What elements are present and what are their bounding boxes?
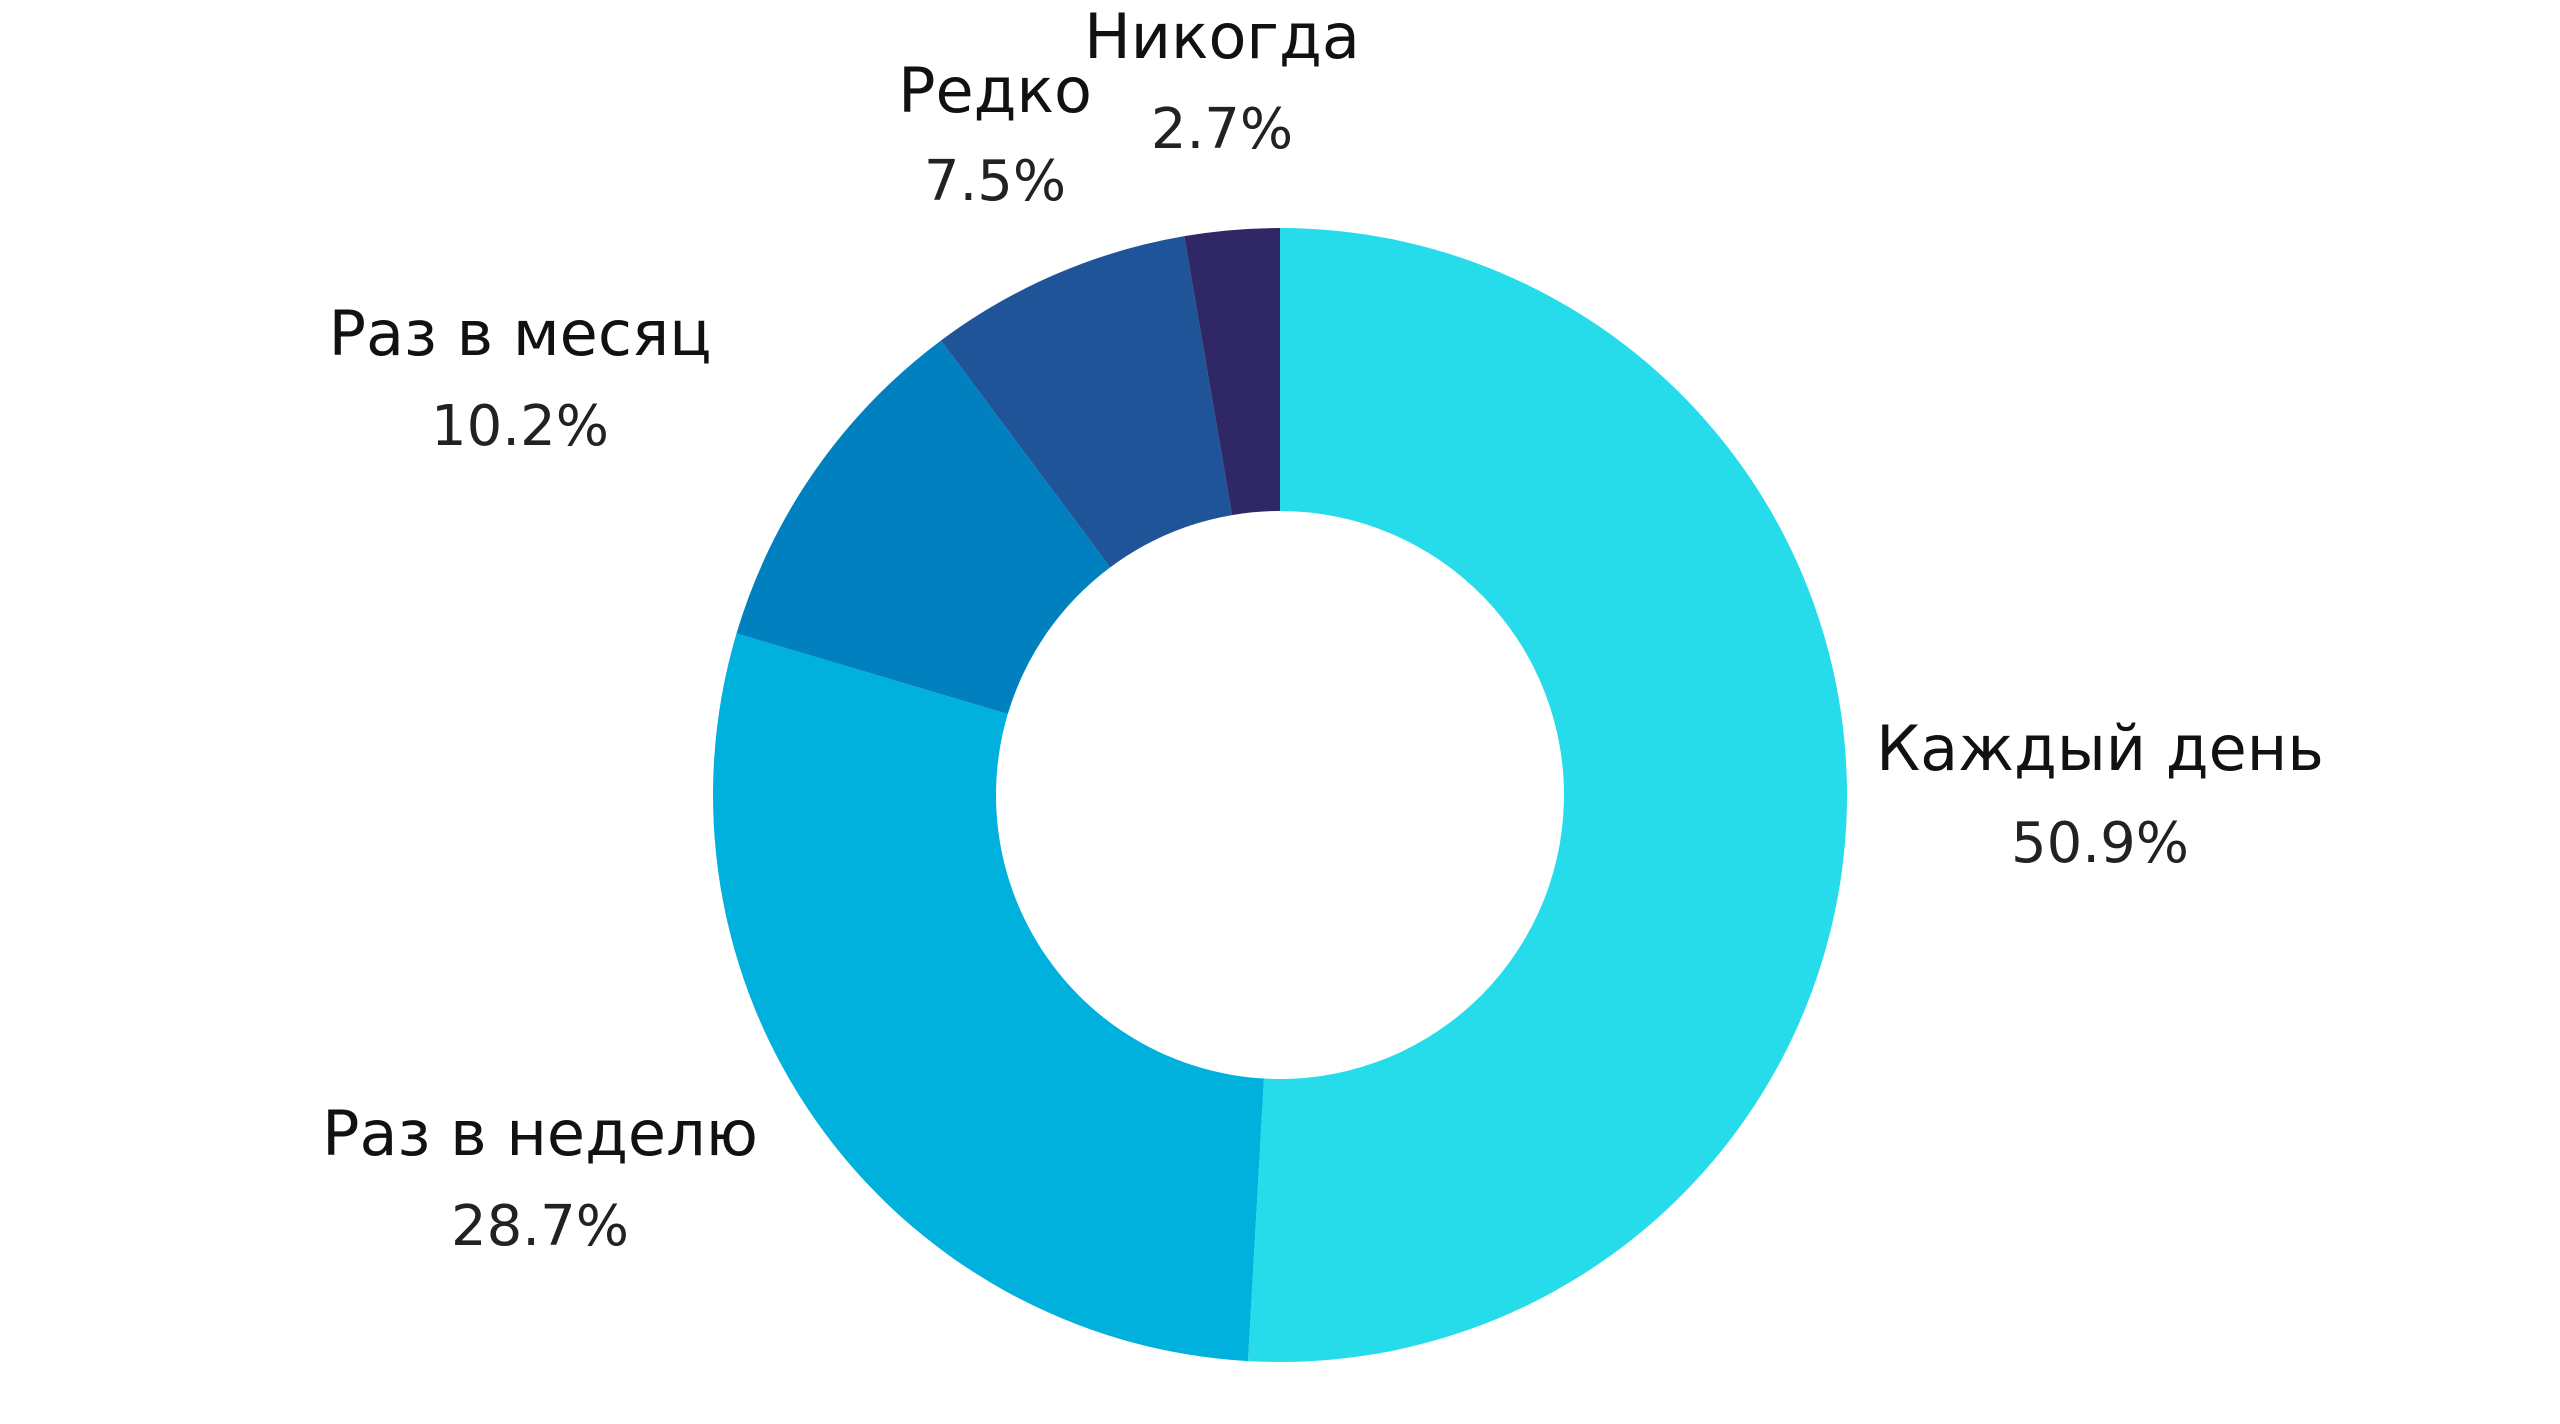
slice-value-label: 50.9% (2011, 811, 2189, 876)
donut-slice (940, 236, 1233, 568)
slice-value-label: 28.7% (451, 1194, 629, 1259)
donut-slice (1184, 228, 1280, 516)
donut-slice (712, 633, 1264, 1362)
donut-slice (1247, 227, 1848, 1363)
slice-value-label: 7.5% (924, 149, 1066, 214)
slice-label: Раз в неделю (322, 1097, 758, 1170)
labels-layer: Каждый день 50.9% Раз в неделю 28.7% Раз в м… (322, 0, 2324, 1259)
slice-value-label: 10.2% (431, 394, 609, 459)
slice-label: Каждый день (1876, 712, 2324, 785)
slice-value-label: 2.7% (1151, 97, 1293, 162)
slice-label: Редко (898, 54, 1092, 127)
slice-label: Раз в месяц (329, 297, 712, 370)
slices-layer (712, 227, 1848, 1363)
slice-label: Никогда (1084, 0, 1360, 73)
donut-slice (736, 340, 1111, 715)
